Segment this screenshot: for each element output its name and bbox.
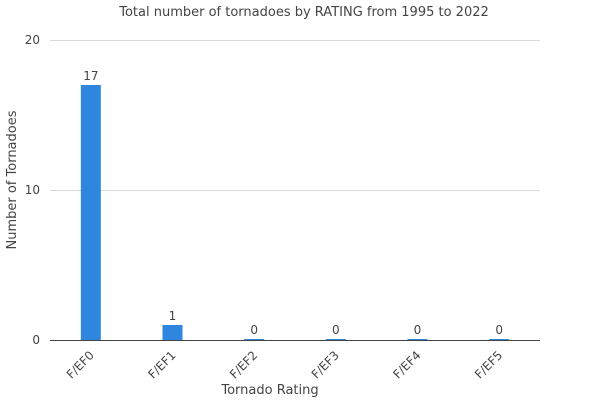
y-tick-label: 10 xyxy=(25,183,40,197)
bar-f-ef2 xyxy=(244,339,265,340)
y-axis-ticks: 0 10 20 xyxy=(25,33,40,347)
bar-f-ef0 xyxy=(80,85,101,340)
chart-title: Total number of tornadoes by RATING from… xyxy=(118,5,489,20)
y-axis-label: Number of Tornadoes xyxy=(5,110,20,249)
x-tick-label: F/EF5 xyxy=(472,348,505,381)
x-axis-label: Tornado Rating xyxy=(220,383,318,398)
bar-f-ef4 xyxy=(407,339,428,340)
x-tick-label: F/EF0 xyxy=(64,348,97,381)
bar-f-ef3 xyxy=(325,339,346,340)
data-label: 1 xyxy=(169,309,177,323)
data-label: 0 xyxy=(414,323,422,337)
data-label: 0 xyxy=(495,323,503,337)
data-label: 0 xyxy=(332,323,340,337)
y-tick-label: 0 xyxy=(32,333,40,347)
x-tick-label: F/EF2 xyxy=(227,348,260,381)
data-label: 17 xyxy=(83,69,98,83)
x-axis-ticks: F/EF0 F/EF1 F/EF2 F/EF3 F/EF4 F/EF5 xyxy=(64,348,506,381)
data-label: 0 xyxy=(250,323,258,337)
x-tick-label: F/EF1 xyxy=(145,348,178,381)
y-tick-label: 20 xyxy=(25,33,40,47)
x-tick-label: F/EF4 xyxy=(390,348,423,381)
bars xyxy=(80,85,510,340)
gridlines xyxy=(50,40,540,191)
x-tick-label: F/EF3 xyxy=(309,348,342,381)
data-labels: 17 1 0 0 0 0 xyxy=(83,69,503,337)
bar-f-ef5 xyxy=(489,339,510,340)
bar-f-ef1 xyxy=(162,325,183,340)
